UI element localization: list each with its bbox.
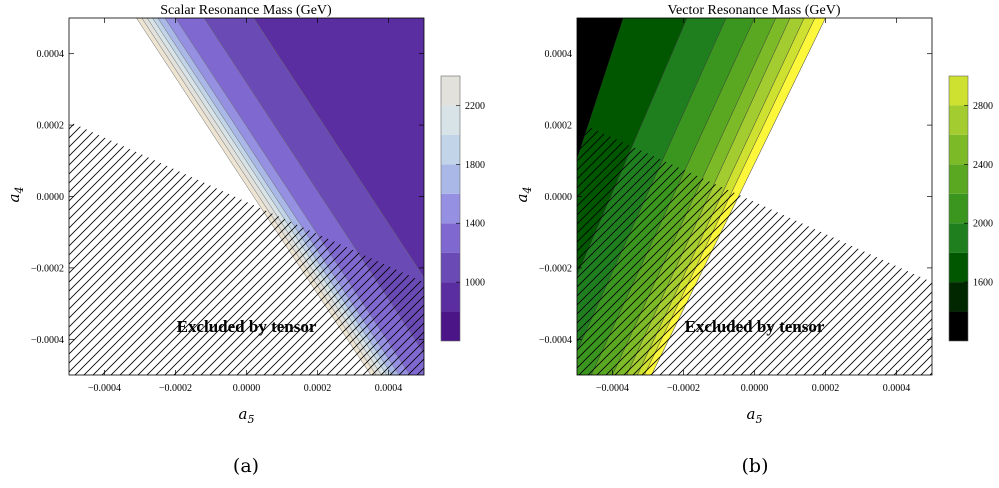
y-tick-label: 0.0000 <box>545 192 573 203</box>
excluded-region <box>69 121 424 375</box>
colorbar-tick-label: 1000 <box>465 278 485 289</box>
y-tick-label: 0.0002 <box>545 121 573 132</box>
panel-caption: (a) <box>233 455 259 477</box>
colorbar-swatch <box>441 311 460 341</box>
x-tick-label: 0.0004 <box>375 383 403 394</box>
x-tick-label: −0.0004 <box>596 383 629 394</box>
y-tick-label: −0.0002 <box>539 263 572 274</box>
colorbar-swatch <box>441 223 460 253</box>
excluded-label: Excluded by tensor <box>177 317 317 336</box>
y-axis-label-group: a4 <box>5 187 26 203</box>
y-tick-label: 0.0002 <box>37 121 65 132</box>
colorbar-swatch <box>441 252 460 283</box>
x-tick-label: 0.0002 <box>304 383 332 394</box>
y-axis-label: a <box>513 194 531 203</box>
x-tick-label: 0.0000 <box>741 383 769 394</box>
hatch-fill <box>577 121 932 375</box>
colorbar-swatch <box>949 311 968 341</box>
chart-title: Vector Resonance Mass (GeV) <box>668 3 841 18</box>
x-axis-label: a <box>747 405 756 423</box>
y-tick-label: −0.0002 <box>31 263 64 274</box>
x-tick-label: −0.0002 <box>159 383 192 394</box>
x-tick-label: 0.0000 <box>233 383 261 394</box>
colorbar-tick-label: 1600 <box>973 278 993 289</box>
excluded-label: Excluded by tensor <box>685 317 825 336</box>
colorbar-tick-label: 1400 <box>465 219 485 230</box>
colorbar-tick-label: 2000 <box>973 219 993 230</box>
colorbar-swatch <box>949 76 968 106</box>
contour-band-1600 <box>577 18 688 277</box>
colorbar-swatch <box>949 105 968 135</box>
x-tick-label: 0.0004 <box>883 383 911 394</box>
contour-band-800 <box>253 18 424 279</box>
colorbar-tick-label: 1800 <box>465 160 485 171</box>
y-tick-label: 0.0004 <box>545 49 573 60</box>
panel-caption: (b) <box>742 455 769 477</box>
x-tick-label: −0.0004 <box>88 383 121 394</box>
colorbar-swatch <box>949 282 968 312</box>
x-axis-label-sub: 5 <box>248 413 255 426</box>
colorbar-swatch <box>441 164 460 194</box>
y-axis-label: a <box>5 194 23 203</box>
colorbar-swatch <box>949 134 968 165</box>
y-tick-label: −0.0004 <box>539 335 572 346</box>
contour-band-lowest <box>577 18 624 159</box>
panel-b: Excluded by tensor −0.0004 −0.0002 0.0000 0.… <box>513 3 993 477</box>
colorbar-frame <box>948 75 969 342</box>
panel-a: Excluded by tensor −0.0004 −0.0002 0.0000 0.… <box>5 3 485 477</box>
colorbar: 2800 2400 2000 1600 <box>948 75 993 342</box>
colorbar: 2200 1800 1400 1000 <box>440 75 485 342</box>
colorbar-tick-label: 2400 <box>973 160 993 171</box>
y-tick-label: 0.0000 <box>37 192 65 203</box>
y-axis-label-sub: 4 <box>13 187 26 195</box>
colorbar-frame <box>440 75 461 342</box>
chart-title: Scalar Resonance Mass (GeV) <box>160 3 332 18</box>
y-tick-label: 0.0004 <box>37 49 65 60</box>
hatch-fill <box>69 121 424 375</box>
colorbar-swatch <box>949 223 968 253</box>
colorbar-swatch <box>441 105 460 135</box>
colorbar-swatch <box>441 282 460 312</box>
colorbar-swatch <box>949 252 968 283</box>
y-tick-label: −0.0004 <box>31 335 64 346</box>
x-tick-label: 0.0002 <box>812 383 840 394</box>
colorbar-swatch <box>949 193 968 224</box>
colorbar-swatch <box>949 164 968 194</box>
excluded-region <box>577 121 932 375</box>
colorbar-tick-label: 2200 <box>465 101 485 112</box>
colorbar-swatch <box>441 134 460 165</box>
x-axis-label-sub: 5 <box>756 413 763 426</box>
x-tick-label: −0.0002 <box>667 383 700 394</box>
y-axis-label-sub: 4 <box>521 187 534 195</box>
colorbar-tick-label: 2800 <box>973 101 993 112</box>
colorbar-swatch <box>441 76 460 106</box>
colorbar-swatch <box>441 193 460 224</box>
y-axis-label-group: a4 <box>513 187 534 203</box>
x-axis-label: a <box>239 405 248 423</box>
